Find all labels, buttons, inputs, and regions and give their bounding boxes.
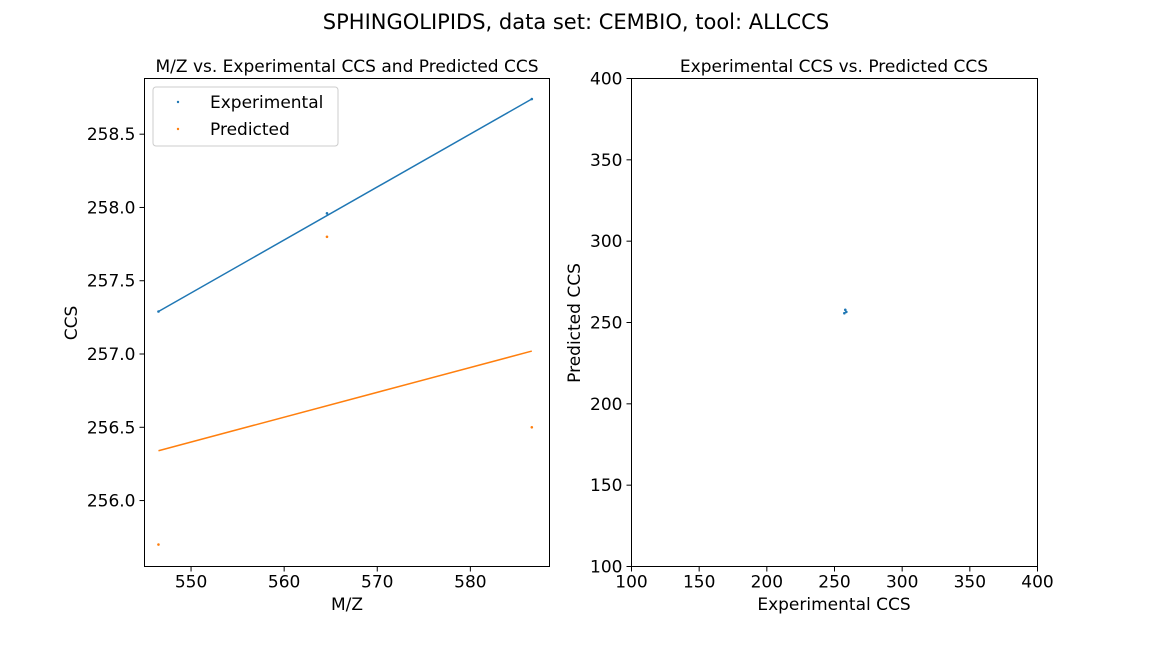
chart-left-point-s0-2 — [530, 97, 534, 101]
chart-left-point-s1-1 — [325, 235, 329, 239]
chart-right-xtick-label: 350 — [954, 573, 986, 593]
chart-right-xticks: 100 150 200 250 300 350 400 — [615, 566, 1054, 593]
chart-left-xticks: 550 560 570 580 — [175, 566, 487, 593]
chart-right-ytick-label: 250 — [590, 314, 622, 334]
chart-right-ytick-label: 150 — [590, 476, 622, 496]
chart-left-ytick-label: 258.5 — [87, 125, 136, 145]
chart-right-point-s0-0 — [843, 311, 846, 315]
chart-left-point-s1-2 — [530, 425, 534, 429]
legend-marker-experimental — [176, 100, 180, 104]
chart-right-yticks: 100 150 200 250 300 350 400 — [590, 70, 632, 578]
chart-right-ytick-label: 350 — [590, 151, 622, 171]
chart-right: Experimental CCS vs. Predicted CCS 100 15… — [565, 57, 1054, 615]
chart-left-fit-line-0 — [158, 98, 533, 313]
chart-left: M/Z vs. Experimental CCS and Predicted C… — [62, 57, 550, 615]
chart-right-ylabel: Predicted CCS — [565, 263, 585, 383]
legend-label-experimental: Experimental — [210, 93, 323, 113]
chart-right-xtick-label: 300 — [886, 573, 918, 593]
chart-left-point-s0-1 — [325, 212, 329, 215]
chart-right-axes-frame — [631, 78, 1038, 567]
chart-right-marks — [843, 308, 848, 315]
chart-right-xtick-label: 200 — [751, 573, 783, 593]
chart-right-point-s0-1 — [843, 308, 847, 312]
legend-marker-predicted — [176, 127, 180, 131]
chart-left-xtick-label: 550 — [175, 573, 207, 593]
figure-suptitle: SPHINGOLIPIDS, data set: CEMBIO, tool: A… — [323, 10, 829, 34]
legend-frame — [152, 86, 339, 147]
chart-right-ytick-label: 400 — [590, 70, 622, 90]
chart-left-point-s1-0 — [157, 543, 160, 546]
chart-right-xtick-label: 400 — [1021, 573, 1053, 593]
chart-right-ytick-label: 200 — [590, 395, 622, 415]
chart-left-marks — [157, 97, 534, 546]
chart-left-ytick-label: 257.5 — [87, 272, 136, 292]
chart-left-xtick-label: 560 — [268, 573, 300, 593]
chart-right-xlabel: Experimental CCS — [757, 595, 910, 615]
chart-left-ytick-label: 258.0 — [87, 198, 136, 218]
chart-right-xtick-label: 100 — [615, 573, 647, 593]
chart-right-ytick-label: 100 — [590, 558, 622, 578]
chart-left-ytick-label: 257.0 — [87, 345, 136, 365]
chart-right-title: Experimental CCS vs. Predicted CCS — [680, 57, 988, 77]
chart-right-xtick-label: 250 — [818, 573, 850, 593]
chart-left-xlabel: M/Z — [331, 595, 363, 615]
chart-left-xtick-label: 580 — [454, 573, 486, 593]
chart-left-ytick-label: 256.0 — [87, 492, 136, 512]
chart-right-ytick-label: 300 — [590, 232, 622, 252]
chart-right-xtick-label: 150 — [683, 573, 715, 593]
chart-left-ylabel: CCS — [62, 306, 82, 341]
chart-left-legend: Experimental Predicted — [152, 86, 339, 147]
chart-left-xtick-label: 570 — [361, 573, 393, 593]
legend-label-predicted: Predicted — [210, 120, 290, 140]
chart-left-ytick-label: 256.5 — [87, 418, 136, 438]
chart-right-point-s0-2 — [845, 310, 848, 314]
chart-left-yticks: 256.0 256.5 257.0 257.5 258.0 258.5 — [87, 125, 145, 512]
chart-left-fit-line-1 — [158, 350, 533, 452]
chart-left-point-s0-0 — [157, 310, 160, 313]
chart-left-axes-frame — [144, 78, 550, 567]
chart-left-title: M/Z vs. Experimental CCS and Predicted C… — [156, 57, 539, 77]
